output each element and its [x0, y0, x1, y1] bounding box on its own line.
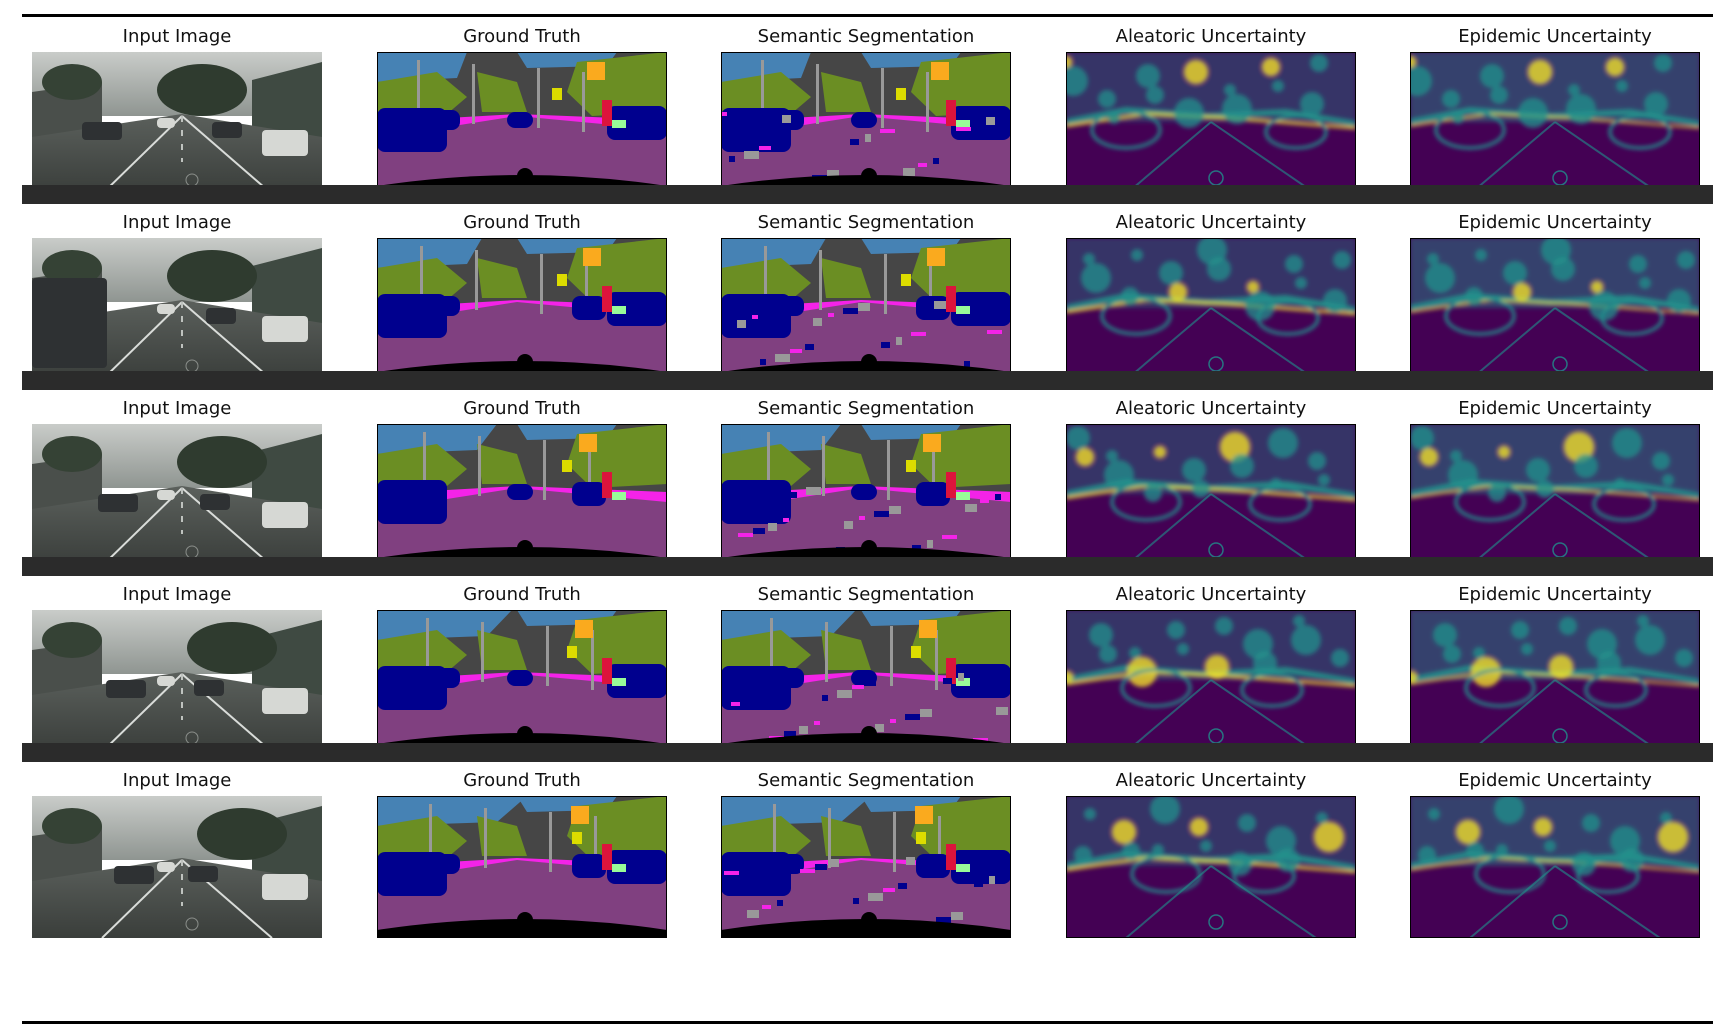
panel-gt: Ground Truth	[377, 204, 667, 380]
thumbnail-seg	[721, 52, 1011, 194]
thumbnail-gt	[377, 52, 667, 194]
panel-seg: Semantic Segmentation	[721, 204, 1011, 380]
panel-alea: Aleatoric Uncertainty	[1066, 390, 1356, 566]
panel-title: Semantic Segmentation	[757, 584, 975, 605]
thumbnail-gt	[377, 238, 667, 380]
figure-row: Input Image Ground Truth Semantic Segmenta…	[0, 390, 1716, 566]
panel-input: Input Image	[32, 576, 322, 752]
row-separator	[22, 185, 1713, 204]
panel-title: Epidemic Uncertainty	[1458, 584, 1652, 605]
panel-title: Aleatoric Uncertainty	[1115, 584, 1307, 605]
thumbnail-input	[32, 796, 322, 938]
thumbnail-epi	[1410, 796, 1700, 938]
panel-epi: Epidemic Uncertainty	[1410, 18, 1700, 194]
panel-title: Epidemic Uncertainty	[1458, 26, 1652, 47]
panel-title: Aleatoric Uncertainty	[1115, 398, 1307, 419]
panel-title: Semantic Segmentation	[757, 398, 975, 419]
panel-title: Input Image	[122, 770, 232, 791]
panel-title: Semantic Segmentation	[757, 770, 975, 791]
panel-title: Input Image	[122, 212, 232, 233]
thumbnail-epi	[1410, 52, 1700, 194]
panel-title: Aleatoric Uncertainty	[1115, 26, 1307, 47]
panel-gt: Ground Truth	[377, 390, 667, 566]
panel-seg: Semantic Segmentation	[721, 762, 1011, 938]
panel-epi: Epidemic Uncertainty	[1410, 204, 1700, 380]
panel-title: Semantic Segmentation	[757, 26, 975, 47]
thumbnail-seg	[721, 238, 1011, 380]
thumbnail-epi	[1410, 610, 1700, 752]
thumbnail-seg	[721, 424, 1011, 566]
panel-alea: Aleatoric Uncertainty	[1066, 18, 1356, 194]
panel-input: Input Image	[32, 390, 322, 566]
panel-seg: Semantic Segmentation	[721, 18, 1011, 194]
thumbnail-epi	[1410, 238, 1700, 380]
row-separator	[22, 743, 1713, 762]
panel-title: Input Image	[122, 584, 232, 605]
thumbnail-alea	[1066, 238, 1356, 380]
panel-title: Input Image	[122, 26, 232, 47]
row-separator	[22, 371, 1713, 390]
panel-title: Aleatoric Uncertainty	[1115, 770, 1307, 791]
panel-input: Input Image	[32, 18, 322, 194]
thumbnail-seg	[721, 610, 1011, 752]
panel-title: Ground Truth	[463, 26, 581, 47]
panel-epi: Epidemic Uncertainty	[1410, 576, 1700, 752]
panel-gt: Ground Truth	[377, 18, 667, 194]
panel-title: Epidemic Uncertainty	[1458, 212, 1652, 233]
panel-epi: Epidemic Uncertainty	[1410, 390, 1700, 566]
figure-row: Input Image Ground Truth Semantic Segmenta…	[0, 762, 1716, 938]
panel-title: Ground Truth	[463, 398, 581, 419]
thumbnail-alea	[1066, 52, 1356, 194]
thumbnail-seg	[721, 796, 1011, 938]
top-rule	[22, 14, 1713, 17]
panel-title: Epidemic Uncertainty	[1458, 770, 1652, 791]
figure-row: Input Image Ground Truth Semantic Segmenta…	[0, 18, 1716, 194]
panel-seg: Semantic Segmentation	[721, 390, 1011, 566]
panel-title: Aleatoric Uncertainty	[1115, 212, 1307, 233]
panel-seg: Semantic Segmentation	[721, 576, 1011, 752]
thumbnail-input	[32, 52, 322, 194]
thumbnail-gt	[377, 796, 667, 938]
panel-title: Semantic Segmentation	[757, 212, 975, 233]
row-separator	[22, 557, 1713, 576]
panel-alea: Aleatoric Uncertainty	[1066, 762, 1356, 938]
panel-alea: Aleatoric Uncertainty	[1066, 204, 1356, 380]
thumbnail-input	[32, 610, 322, 752]
panel-gt: Ground Truth	[377, 762, 667, 938]
panel-title: Epidemic Uncertainty	[1458, 398, 1652, 419]
panel-title: Ground Truth	[463, 584, 581, 605]
panel-title: Input Image	[122, 398, 232, 419]
panel-title: Ground Truth	[463, 212, 581, 233]
panel-gt: Ground Truth	[377, 576, 667, 752]
thumbnail-alea	[1066, 610, 1356, 752]
thumbnail-input	[32, 424, 322, 566]
panel-title: Ground Truth	[463, 770, 581, 791]
panel-input: Input Image	[32, 762, 322, 938]
thumbnail-alea	[1066, 796, 1356, 938]
thumbnail-gt	[377, 610, 667, 752]
thumbnail-alea	[1066, 424, 1356, 566]
thumbnail-gt	[377, 424, 667, 566]
bottom-rule	[22, 1021, 1713, 1024]
thumbnail-input	[32, 238, 322, 380]
panel-input: Input Image	[32, 204, 322, 380]
figure-row: Input Image Ground Truth Semantic Segmenta…	[0, 576, 1716, 752]
panel-epi: Epidemic Uncertainty	[1410, 762, 1700, 938]
thumbnail-epi	[1410, 424, 1700, 566]
figure-row: Input Image Ground Truth Semantic Segmenta…	[0, 204, 1716, 380]
panel-alea: Aleatoric Uncertainty	[1066, 576, 1356, 752]
